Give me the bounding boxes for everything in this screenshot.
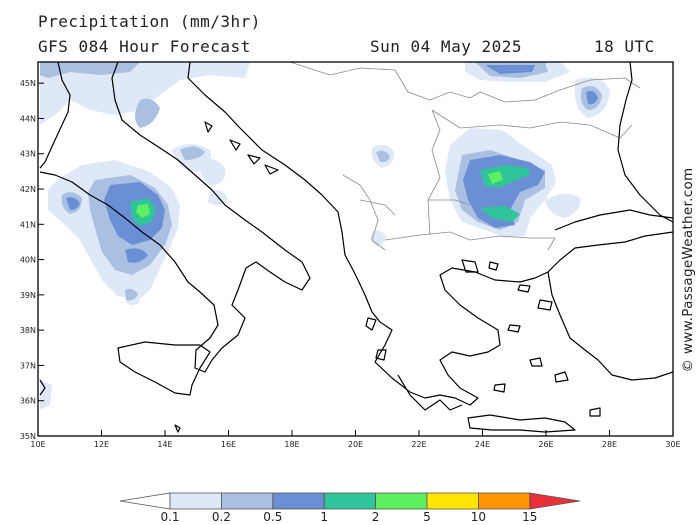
colorbar-label: 5	[423, 510, 431, 524]
map-title: Precipitation (mm/3hr)	[38, 12, 261, 31]
lat-tick-label: 39N	[20, 291, 36, 300]
colorbar-segment	[119, 492, 171, 510]
lon-tick-label: 14E	[157, 440, 172, 449]
forecast-subtitle: GFS 084 Hour Forecast	[38, 37, 251, 56]
colorbar-segment	[220, 492, 274, 510]
colorbar-segment	[272, 492, 325, 510]
country-borders	[289, 62, 641, 251]
colorbar-label: 1	[320, 510, 328, 524]
lon-tick-label: 16E	[221, 440, 236, 449]
lon-tick-label: 26E	[538, 440, 553, 449]
colorbar-segment	[375, 492, 428, 510]
lat-tick-label: 35N	[20, 432, 36, 441]
colorbar-label: 10	[471, 510, 486, 524]
lat-tick-label: 40N	[20, 256, 36, 265]
lat-tick-label: 44N	[20, 114, 36, 123]
colorbar-segment	[426, 492, 479, 510]
lon-tick-label: 12E	[94, 440, 109, 449]
axis-ticks: 10E 12E 14E 16E 18E 20E 22E 24E 26E 28E 30E 35N 36N 3…	[20, 79, 681, 449]
colorbar-segment	[169, 492, 222, 510]
colorbar: 0.1 0.2 0.5 1 2 5 10 15	[119, 492, 581, 524]
lat-tick-label: 45N	[20, 79, 36, 88]
colorbar-label: 0.2	[212, 510, 231, 524]
colorbar-label: 2	[372, 510, 380, 524]
lon-tick-label: 20E	[348, 440, 363, 449]
colorbar-segment	[529, 492, 581, 510]
lon-tick-label: 28E	[602, 440, 617, 449]
lat-tick-label: 41N	[20, 220, 36, 229]
forecast-time: 18 UTC	[594, 37, 655, 56]
lon-tick-label: 10E	[30, 440, 45, 449]
lon-tick-label: 24E	[475, 440, 490, 449]
lat-tick-label: 37N	[20, 361, 36, 370]
lon-tick-label: 30E	[665, 440, 680, 449]
colorbar-label: 15	[522, 510, 537, 524]
lat-tick-label: 38N	[20, 326, 36, 335]
colorbar-label: 0.5	[263, 510, 282, 524]
lon-tick-label: 18E	[284, 440, 299, 449]
precipitation-layer	[40, 62, 610, 410]
forecast-date: Sun 04 May 2025	[370, 37, 522, 56]
lat-tick-label: 36N	[20, 397, 36, 406]
lat-tick-label: 43N	[20, 150, 36, 159]
colorbar-segment	[477, 492, 531, 510]
colorbar-label: 0.1	[160, 510, 179, 524]
lon-tick-label: 22E	[411, 440, 426, 449]
lat-tick-label: 42N	[20, 185, 36, 194]
site-watermark: © www.PassageWeather.com	[680, 167, 696, 373]
coastlines	[39, 62, 673, 433]
colorbar-segment	[323, 492, 377, 510]
